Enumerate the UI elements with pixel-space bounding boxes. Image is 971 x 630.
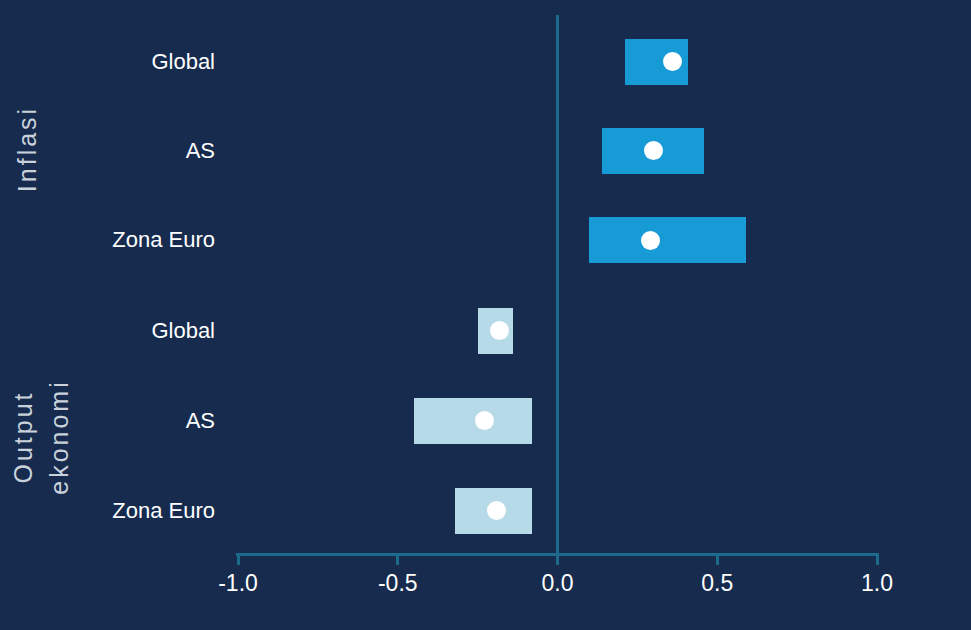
- zero-baseline: [556, 15, 559, 553]
- point-estimate-dot: [641, 231, 660, 250]
- group-label-output-ekonomi: Output ekonomi: [5, 379, 78, 495]
- group-label-inflasi: Inflasi: [9, 106, 45, 192]
- range-bar: [589, 217, 746, 263]
- point-estimate-dot: [644, 141, 663, 160]
- category-label: AS: [186, 138, 215, 164]
- point-estimate-dot: [663, 52, 682, 71]
- category-label: Global: [151, 318, 215, 344]
- x-axis-tick-label: -1.0: [218, 570, 258, 597]
- x-axis-tick-label: 0.0: [542, 570, 574, 597]
- point-estimate-dot: [475, 411, 494, 430]
- x-axis-tick: [716, 556, 719, 565]
- x-axis-tick: [876, 556, 879, 565]
- x-axis-tick: [237, 556, 240, 565]
- x-axis-tick-label: -0.5: [378, 570, 418, 597]
- category-label: Global: [151, 49, 215, 75]
- x-axis-tick-label: 1.0: [861, 570, 893, 597]
- group-label-inflasi-line1: Inflasi: [9, 106, 45, 192]
- category-label: Zona Euro: [112, 498, 215, 524]
- group-label-output-line1: Output: [5, 379, 41, 495]
- category-label: Zona Euro: [112, 227, 215, 253]
- range-bar: [414, 398, 532, 444]
- category-label: AS: [186, 408, 215, 434]
- group-label-output-line2: ekonomi: [41, 379, 77, 495]
- x-axis-tick-label: 0.5: [701, 570, 733, 597]
- x-axis-tick: [556, 556, 559, 565]
- forecast-range-chart: Inflasi Output ekonomi Global AS Zona Euro…: [0, 0, 971, 630]
- x-axis-tick: [396, 556, 399, 565]
